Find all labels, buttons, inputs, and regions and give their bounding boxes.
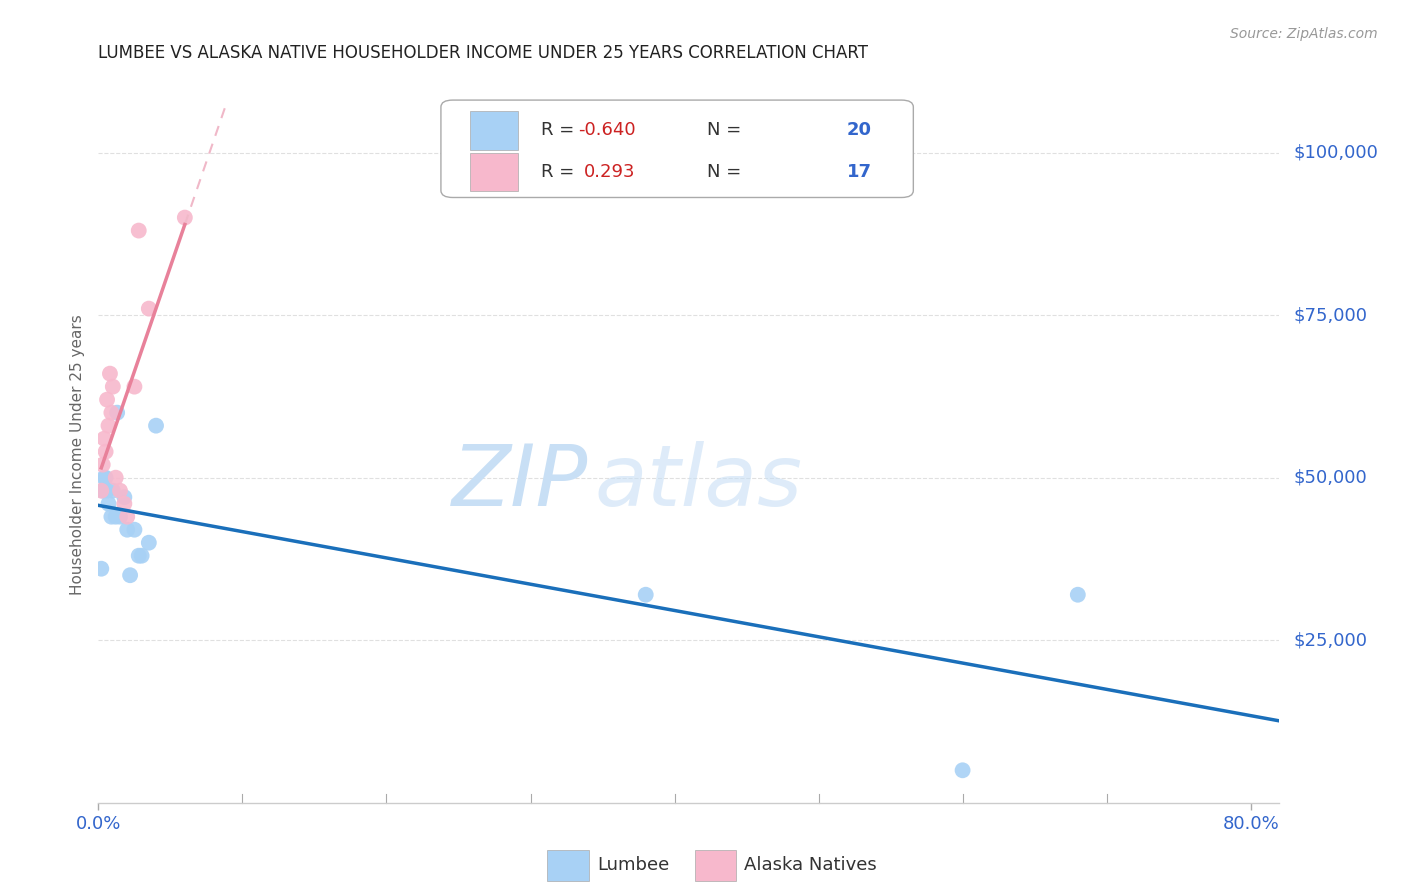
Point <box>101 379 124 393</box>
Point <box>93 471 115 485</box>
Point <box>124 379 146 393</box>
Point <box>131 549 153 563</box>
Point <box>96 392 118 407</box>
Point <box>104 471 127 485</box>
Point <box>91 458 114 472</box>
Point <box>108 509 131 524</box>
Text: 17: 17 <box>846 163 872 181</box>
Text: LUMBEE VS ALASKA NATIVE HOUSEHOLDER INCOME UNDER 25 YEARS CORRELATION CHART: LUMBEE VS ALASKA NATIVE HOUSEHOLDER INCO… <box>98 45 869 62</box>
Point <box>112 497 135 511</box>
Point <box>115 523 138 537</box>
Point <box>128 224 150 238</box>
Text: R =: R = <box>541 163 575 181</box>
Text: R =: R = <box>541 121 575 139</box>
Text: $100,000: $100,000 <box>1294 144 1379 161</box>
Point <box>124 523 146 537</box>
Y-axis label: Householder Income Under 25 years: Householder Income Under 25 years <box>69 315 84 595</box>
Point <box>96 483 118 498</box>
Point <box>108 483 131 498</box>
Text: $50,000: $50,000 <box>1294 468 1368 487</box>
Bar <box>695 850 737 881</box>
Text: 0.293: 0.293 <box>585 163 636 181</box>
Point <box>90 562 112 576</box>
Text: -0.640: -0.640 <box>578 121 636 139</box>
Bar <box>471 112 517 150</box>
Point <box>100 509 122 524</box>
Text: ZIP: ZIP <box>453 442 589 524</box>
Point <box>120 568 142 582</box>
Text: $25,000: $25,000 <box>1294 632 1368 649</box>
Bar <box>547 850 589 881</box>
Bar <box>471 153 517 191</box>
Text: N =: N = <box>707 121 741 139</box>
Text: $75,000: $75,000 <box>1294 306 1368 324</box>
Point <box>128 549 150 563</box>
Point <box>94 471 117 485</box>
Point <box>98 367 121 381</box>
FancyBboxPatch shape <box>441 100 914 197</box>
Point <box>91 483 114 498</box>
Text: Alaska Natives: Alaska Natives <box>744 856 877 874</box>
Text: N =: N = <box>707 163 741 181</box>
Point <box>101 483 124 498</box>
Point <box>145 418 167 433</box>
Point <box>1067 588 1090 602</box>
Point <box>138 535 160 549</box>
Point <box>104 509 127 524</box>
Point <box>90 483 112 498</box>
Text: atlas: atlas <box>595 442 803 524</box>
Point <box>138 301 160 316</box>
Point <box>173 211 195 225</box>
Text: Source: ZipAtlas.com: Source: ZipAtlas.com <box>1230 27 1378 41</box>
Point <box>952 764 974 778</box>
Point <box>93 432 115 446</box>
Point <box>94 444 117 458</box>
Text: Lumbee: Lumbee <box>596 856 669 874</box>
Point <box>112 490 135 504</box>
Point <box>105 406 128 420</box>
Point <box>97 418 120 433</box>
Point <box>115 509 138 524</box>
Point <box>97 497 120 511</box>
Point <box>634 588 657 602</box>
Text: 20: 20 <box>846 121 872 139</box>
Point <box>100 406 122 420</box>
